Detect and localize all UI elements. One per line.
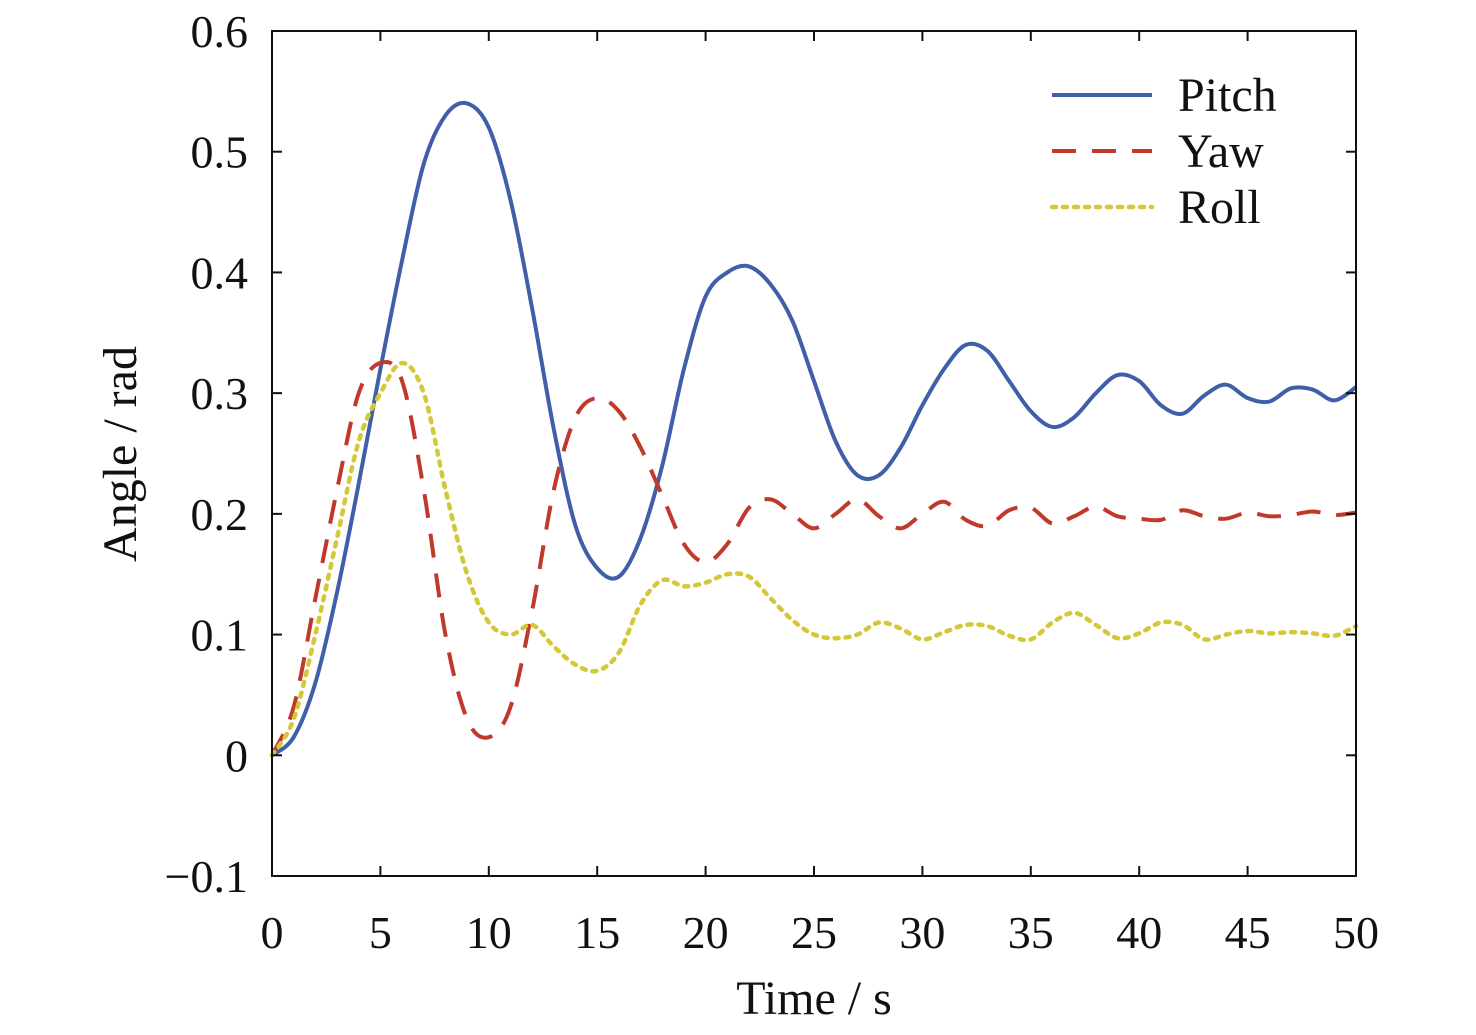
y-axis-label: Angle / rad: [94, 346, 147, 562]
x-tick-label: 10: [466, 907, 512, 958]
x-tick-label: 50: [1333, 907, 1379, 958]
y-tick-label: 0.4: [191, 247, 249, 298]
y-tick-label: 0.3: [191, 368, 249, 419]
x-axis-ticks: 0 5 10 15 20 25 30 35 40 45 50: [261, 31, 1379, 958]
y-tick-label: 0.5: [191, 127, 249, 178]
series-line-yaw: [270, 359, 1357, 757]
x-tick-label: 30: [899, 907, 945, 958]
x-tick-label: 5: [369, 907, 392, 958]
legend-label-roll: Roll: [1178, 181, 1261, 234]
y-tick-label: 0.1: [191, 610, 249, 661]
y-tick-label: 0: [225, 730, 248, 781]
y-tick-label: −0.1: [165, 851, 248, 902]
x-tick-label: 45: [1225, 907, 1271, 958]
x-tick-label: 40: [1116, 907, 1162, 958]
x-axis-label: Time / s: [736, 972, 892, 1025]
x-tick-label: 15: [574, 907, 620, 958]
x-tick-label: 0: [261, 907, 284, 958]
y-tick-label: 0.2: [191, 489, 249, 540]
x-tick-label: 35: [1008, 907, 1054, 958]
y-tick-label: 0.6: [191, 6, 249, 57]
series-line-roll: [269, 360, 1359, 758]
series-line-pitch: [270, 100, 1358, 757]
y-axis-ticks: −0.1 0 0.1 0.2 0.3 0.4 0.5 0.6: [165, 6, 1356, 902]
legend-label-yaw: Yaw: [1178, 125, 1264, 178]
series-layer: [269, 100, 1359, 758]
x-tick-label: 20: [683, 907, 729, 958]
legend-label-pitch: Pitch: [1178, 69, 1277, 122]
x-tick-label: 25: [791, 907, 837, 958]
